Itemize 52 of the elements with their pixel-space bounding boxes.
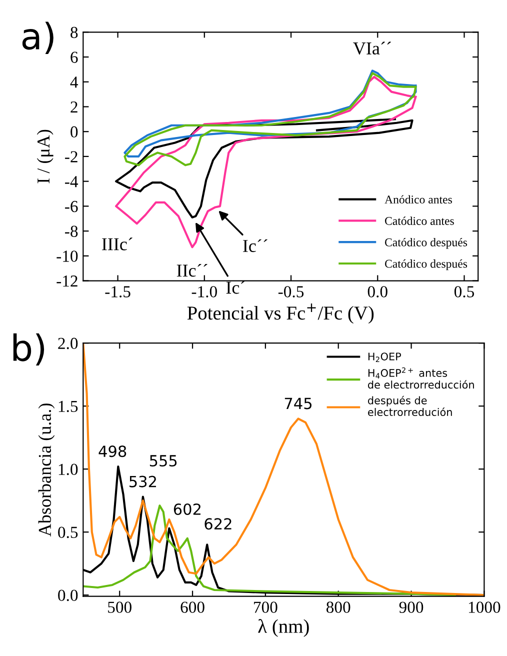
y-tick-label: -8 [65,226,78,237]
x-tick-label: 700 [254,602,278,613]
annotation: 602 [174,503,200,516]
annotation: VIa´´ [353,42,391,55]
annotation: 498 [98,446,126,458]
x-tick-label: -1.5 [105,286,130,298]
y-tick-label: 2.0 [58,338,78,350]
line-series [83,504,456,596]
x-tick-label: -1.0 [192,286,217,298]
legend-label: H$_{2}$OEP [368,352,401,362]
y-tick-label: 1.0 [58,464,78,476]
annotation: 622 [204,518,232,530]
x-tick-label: 800 [326,602,350,613]
annotation: IIc´´ [176,264,208,277]
x-tick-label: 600 [180,602,204,613]
annotation: Ic´ [226,281,245,294]
legend-label: Catódico antes [385,216,454,225]
x-tick-label: 1000 [468,602,500,613]
y-tick-label: 0 [70,126,78,138]
y-tick-label: 4 [70,76,78,88]
y-tick-label: -6 [65,200,78,212]
y-tick-label: 0.0 [58,590,78,602]
annotation: Ic´´ [243,239,268,252]
legend-label: Catódico después [385,238,468,249]
x-axis-title: λ (nm) [258,619,309,637]
y-tick-label: 1.5 [58,400,78,412]
y-axis-title: I / (μA) [36,130,54,184]
annotation: 532 [130,476,156,488]
x-tick-label: 0.5 [454,286,474,298]
y-tick-label: 2 [70,101,78,113]
x-tick-label: 500 [108,602,132,613]
x-tick-label: 0.0 [368,286,388,298]
x-tick-label: -0.5 [278,286,304,298]
annotation: IIIc´ [102,238,132,250]
y-axis-title: Absorbancia (u.a.) [38,404,55,536]
y-tick-label: 8 [70,26,78,38]
legend-label: Catódico después [385,259,468,270]
y-tick-label: -10 [56,250,78,262]
legend-label: Anódico antes [384,195,452,204]
y-tick-label: -2 [65,151,78,162]
x-tick-label: 900 [399,602,424,613]
text: b) [13,333,44,366]
y-tick-label: -4 [65,176,78,188]
legend-label: después de electrorredución [368,396,452,416]
line-series [83,343,484,596]
x-axis-title: Potencial vs Fc$^{+}$/Fc (V) [187,304,374,324]
annotation: 745 [284,398,312,410]
text: a) [22,22,54,54]
y-tick-label: 6 [70,52,78,63]
y-tick-label: -12 [56,276,78,287]
annotation: 555 [150,455,177,467]
y-tick-label: 0.5 [58,526,78,538]
